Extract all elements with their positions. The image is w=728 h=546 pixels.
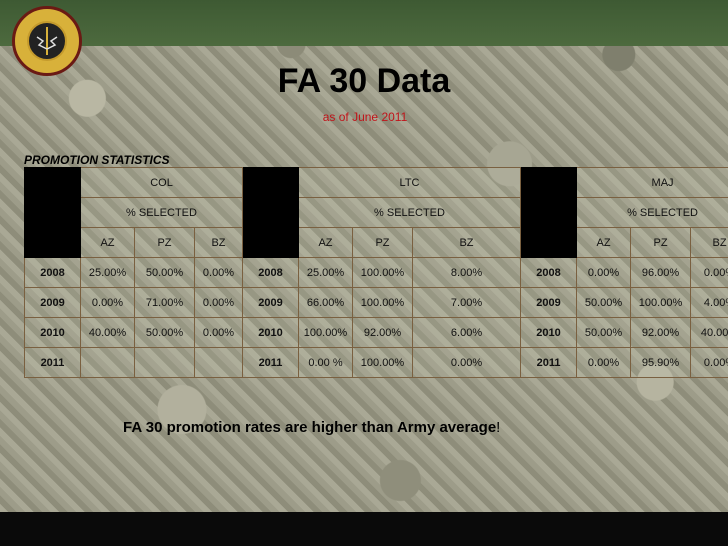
col-bz-cell (194, 347, 243, 378)
year-cell-maj: 2011 (520, 347, 578, 378)
year-cell-col: 2009 (24, 287, 81, 318)
table-row: 2008 25.00% 50.00% 0.00% 2008 25.00% 100.00% 8.… (24, 257, 728, 288)
maj-pz-cell: 92.00% (630, 317, 692, 348)
year-cell-maj: 2009 (520, 287, 578, 318)
col-az-cell (80, 347, 135, 378)
section-label: PROMOTION STATISTICS (24, 153, 170, 167)
col-az-cell: 40.00% (80, 317, 135, 348)
usaipo-seal-logo (12, 6, 82, 76)
maj-pz-cell: 95.90% (630, 347, 692, 378)
col-bz-cell: 0.00% (194, 317, 243, 348)
ltc-az-cell: 25.00% (298, 257, 353, 288)
table-row: 2009 0.00% 71.00% 0.00% 2009 66.00% 100.00% 7.0… (24, 287, 728, 318)
col-pz-cell: 71.00% (134, 287, 195, 318)
ltc-pz-cell: 100.00% (352, 257, 413, 288)
blank-cell (242, 167, 299, 198)
col-pz-cell: 50.00% (134, 257, 195, 288)
bottom-banner (0, 512, 728, 546)
year-cell-maj: 2008 (520, 257, 578, 288)
maj-bz-cell: 0.00% (690, 347, 728, 378)
slide-title: FA 30 Data (277, 62, 451, 100)
table-row: 2011 2011 0.00 % 100.00% 0.00% 2011 0.00% 95.90… (24, 347, 728, 378)
zone-header-bz: BZ (411, 227, 522, 258)
summary-note-text: FA 30 promotion rates are higher than Ar… (123, 419, 497, 436)
year-cell-col: 2010 (24, 317, 81, 348)
group-header-col: COL (80, 167, 243, 198)
ltc-bz-cell: 0.00% (411, 347, 522, 378)
selected-header-row: % SELECTED % SELECTED % SELECTED (24, 197, 728, 228)
col-bz-cell: 0.00% (194, 257, 243, 288)
maj-pz-cell: 100.00% (630, 287, 692, 318)
blank-cell (520, 167, 578, 198)
maj-az-cell: 50.00% (576, 317, 632, 348)
table-row: 2010 40.00% 50.00% 0.00% 2010 100.00% 92.00% 6.… (24, 317, 728, 348)
summary-note: FA 30 promotion rates are higher than Ar… (123, 419, 500, 436)
year-cell-col: 2011 (24, 347, 81, 378)
ltc-az-cell: 66.00% (298, 287, 353, 318)
group-header-maj: MAJ (576, 167, 728, 198)
col-az-cell: 0.00% (80, 287, 135, 318)
col-pz-cell (134, 347, 195, 378)
group-header-row: COL LTC MAJ (24, 167, 728, 198)
selected-header: % SELECTED (297, 197, 522, 228)
col-az-cell: 25.00% (80, 257, 135, 288)
ltc-bz-cell: 6.00% (411, 317, 522, 348)
zone-header-pz: PZ (134, 227, 195, 258)
blank-cell (242, 227, 299, 258)
lightning-icon (36, 27, 58, 55)
maj-az-cell: 50.00% (576, 287, 632, 318)
year-cell-ltc: 2010 (242, 317, 299, 348)
zone-header-pz: PZ (630, 227, 692, 258)
selected-header: % SELECTED (80, 197, 243, 228)
blank-cell (520, 197, 578, 228)
zone-header-az: AZ (80, 227, 135, 258)
ltc-pz-cell: 100.00% (352, 347, 413, 378)
col-bz-cell: 0.00% (194, 287, 243, 318)
ltc-az-cell: 100.00% (298, 317, 353, 348)
promotion-stats-table: COL LTC MAJ % SELECTED % SELECTED % SELE… (24, 167, 728, 378)
group-header-ltc: LTC (297, 167, 522, 198)
zone-header-bz: BZ (690, 227, 728, 258)
year-cell-col: 2008 (24, 257, 81, 288)
year-cell-ltc: 2009 (242, 287, 299, 318)
blank-cell (24, 197, 81, 228)
maj-az-cell: 0.00% (576, 257, 632, 288)
slide-subtitle: as of June 2011 (322, 110, 408, 124)
ltc-bz-cell: 7.00% (411, 287, 522, 318)
ltc-pz-cell: 92.00% (352, 317, 413, 348)
blank-cell (520, 227, 578, 258)
ltc-pz-cell: 100.00% (352, 287, 413, 318)
zone-header-az: AZ (298, 227, 353, 258)
year-cell-ltc: 2011 (242, 347, 299, 378)
blank-cell (24, 227, 81, 258)
blank-cell (242, 197, 299, 228)
ltc-az-cell: 0.00 % (298, 347, 353, 378)
ltc-bz-cell: 8.00% (411, 257, 522, 288)
maj-pz-cell: 96.00% (630, 257, 692, 288)
maj-bz-cell: 40.00% (690, 317, 728, 348)
blank-cell (24, 167, 81, 198)
maj-az-cell: 0.00% (576, 347, 632, 378)
selected-header: % SELECTED (576, 197, 728, 228)
zone-header-row: AZ PZ BZ AZ PZ BZ AZ PZ BZ (24, 227, 728, 258)
maj-bz-cell: 0.00% (690, 257, 728, 288)
maj-bz-cell: 4.00% (690, 287, 728, 318)
summary-note-punct: ! (496, 419, 501, 436)
col-pz-cell: 50.00% (134, 317, 195, 348)
seal-emblem-icon (27, 21, 67, 61)
top-banner (0, 0, 728, 46)
year-cell-ltc: 2008 (242, 257, 299, 288)
zone-header-pz: PZ (352, 227, 413, 258)
zone-header-bz: BZ (194, 227, 243, 258)
year-cell-maj: 2010 (520, 317, 578, 348)
zone-header-az: AZ (576, 227, 632, 258)
